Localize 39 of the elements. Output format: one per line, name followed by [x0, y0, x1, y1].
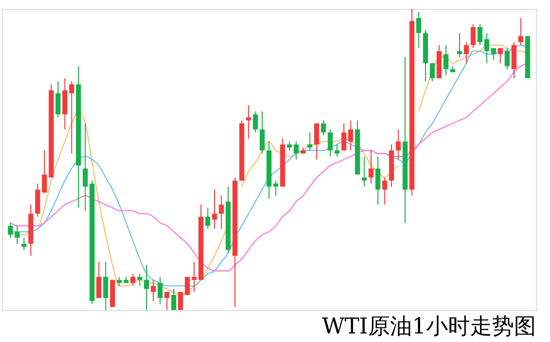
candlestick — [362, 156, 367, 188]
candlestick — [164, 291, 170, 310]
candlestick — [470, 24, 476, 49]
candlestick — [368, 150, 374, 184]
candlestick — [396, 128, 401, 160]
candlestick — [144, 264, 150, 310]
candlestick — [314, 122, 320, 160]
candlestick — [260, 110, 265, 154]
candlestick — [334, 144, 340, 157]
candlestick — [504, 48, 510, 70]
candlestick — [171, 288, 176, 310]
candlestick — [205, 207, 210, 230]
candlestick — [246, 104, 252, 139]
candlestick — [103, 261, 108, 310]
candlestick — [130, 273, 136, 286]
candlestick — [382, 177, 388, 206]
candlestick — [320, 120, 326, 136]
candlestick — [56, 80, 61, 118]
candlestick — [158, 276, 163, 304]
candlestick — [464, 42, 469, 64]
candlestick — [307, 132, 312, 151]
candlestick — [150, 279, 156, 302]
candlestick — [22, 237, 27, 250]
candlestick — [430, 62, 435, 82]
candlestick — [328, 128, 333, 157]
text: WTI原油1小时走势图 — [322, 314, 536, 340]
candlestick — [477, 24, 482, 46]
candlestick — [518, 18, 524, 46]
candlestick — [252, 110, 258, 133]
candlestick — [443, 44, 448, 76]
candlestick — [457, 32, 462, 58]
candlestick — [96, 261, 102, 298]
candlestick — [498, 48, 503, 64]
candlestick — [416, 12, 422, 49]
candlestick — [137, 273, 142, 286]
candlestick — [212, 189, 218, 230]
candlestick — [218, 195, 224, 230]
candlestick — [273, 180, 278, 196]
candlestick — [375, 156, 380, 206]
